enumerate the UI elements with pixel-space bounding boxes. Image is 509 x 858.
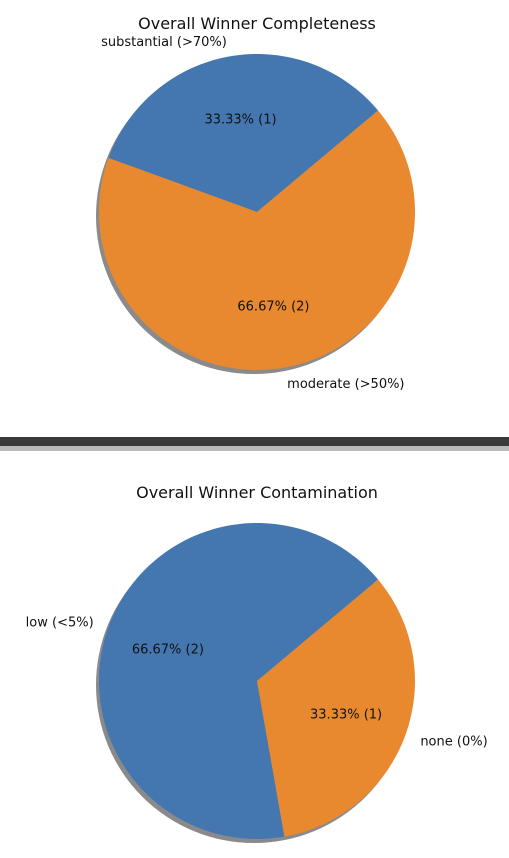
- pie-slice-2: [98, 110, 415, 371]
- completeness-chart-panel: Overall Winner Completeness 33.33% (1) su…: [96, 14, 415, 393]
- percent-label: 66.67% (2): [237, 299, 309, 314]
- percent-label: 33.33% (1): [310, 707, 382, 722]
- pie-slice-1: [99, 523, 379, 839]
- chart-title: Overall Winner Completeness: [138, 14, 376, 33]
- pie-slice-1: [108, 54, 379, 213]
- pie-slice-2: [257, 579, 416, 837]
- percent-label: 33.33% (1): [204, 113, 276, 128]
- slice-category-label: none (0%): [420, 734, 487, 749]
- slice-category-label: low (<5%): [26, 616, 94, 631]
- percent-label: 66.67% (2): [132, 643, 204, 658]
- contamination-chart-panel: Overall Winner Contamination 66.67% (2) l…: [0, 451, 509, 858]
- slice-category-label: substantial (>70%): [101, 35, 227, 50]
- contamination-pie-chart: Overall Winner Contamination 66.67% (2) l…: [26, 483, 488, 843]
- panel-divider: [0, 437, 509, 451]
- chart-title: Overall Winner Contamination: [136, 483, 378, 502]
- slice-category-label: moderate (>50%): [287, 377, 404, 392]
- completeness-pie-chart: Overall Winner Completeness 33.33% (1) su…: [96, 14, 415, 392]
